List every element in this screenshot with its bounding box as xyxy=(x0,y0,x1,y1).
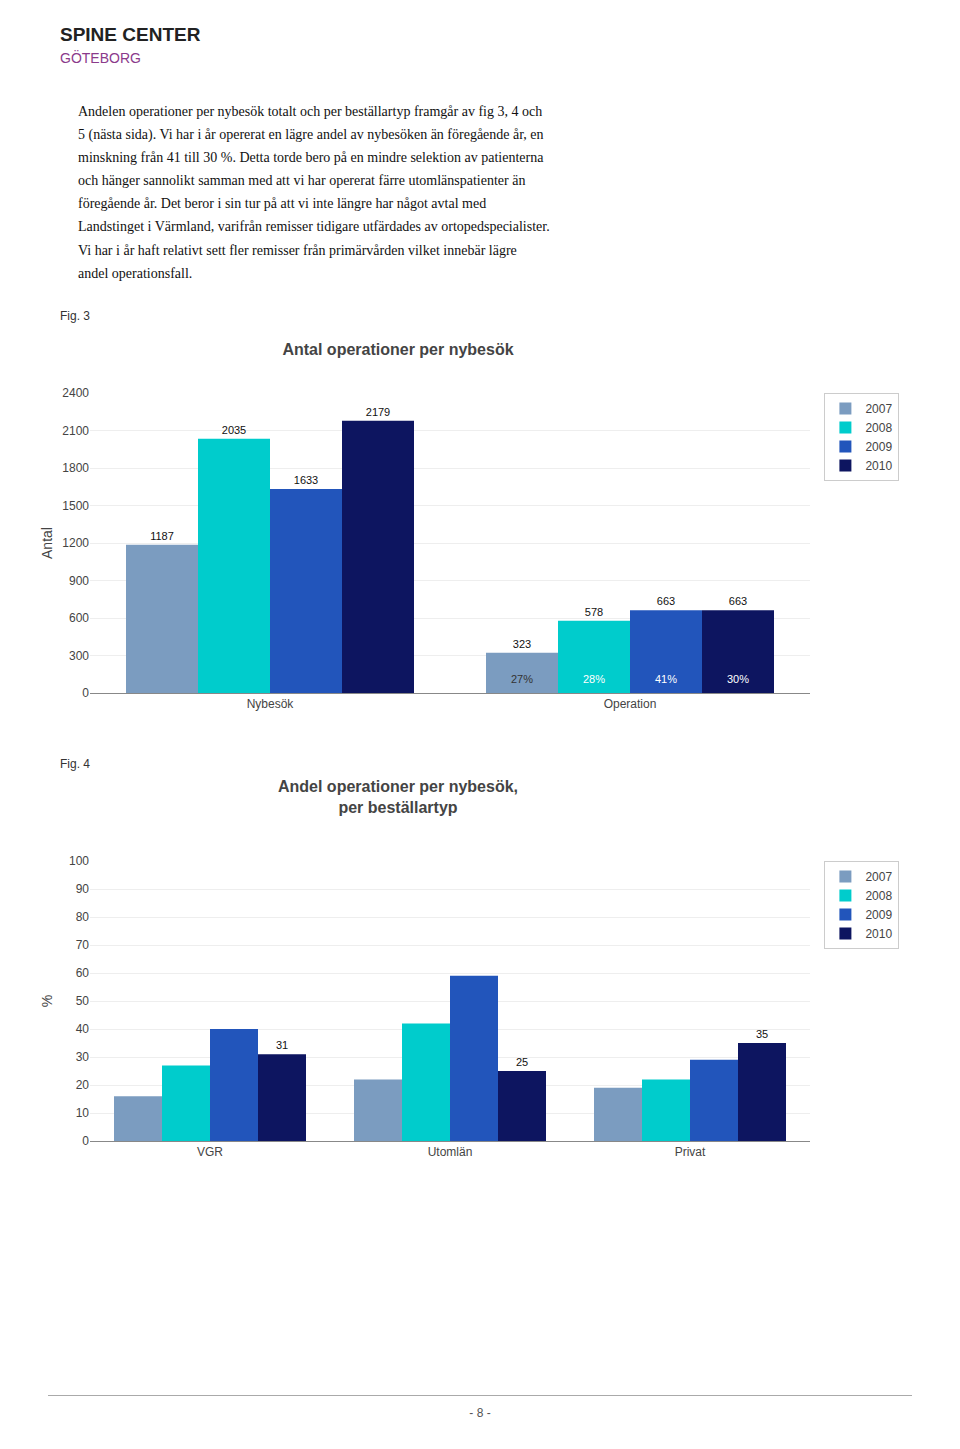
svg-text:2009: 2009 xyxy=(865,440,892,454)
svg-text:20: 20 xyxy=(76,1078,90,1092)
svg-text:2179: 2179 xyxy=(366,405,390,417)
svg-text:1200: 1200 xyxy=(62,536,89,550)
svg-text:1500: 1500 xyxy=(62,498,89,512)
svg-text:600: 600 xyxy=(69,611,89,625)
html-text:- 8 -: - 8 - xyxy=(469,1406,491,1420)
svg-text:0: 0 xyxy=(82,1134,89,1148)
svg-text:80: 80 xyxy=(76,910,90,924)
html-text:5 (nästa sida). Vi har i år op: 5 (nästa sida). Vi har i år opererat en … xyxy=(78,127,544,143)
svg-text:35: 35 xyxy=(756,1028,768,1040)
svg-text:1187: 1187 xyxy=(150,529,174,541)
svg-text:Andel operationer per nybesök,: Andel operationer per nybesök,per bestäl… xyxy=(278,778,518,816)
html-text:SPINE CENTER: SPINE CENTER xyxy=(60,24,201,45)
html-text:Fig. 3: Fig. 3 xyxy=(60,308,90,323)
svg-text:2008: 2008 xyxy=(865,421,892,435)
svg-text:323: 323 xyxy=(513,637,531,649)
svg-text:Operation: Operation xyxy=(604,697,657,711)
svg-text:0: 0 xyxy=(82,686,89,700)
html-text:Fig. 4: Fig. 4 xyxy=(60,756,90,771)
svg-text:50: 50 xyxy=(76,994,90,1008)
svg-text:VGR: VGR xyxy=(197,1145,223,1159)
svg-text:28%: 28% xyxy=(583,673,605,685)
svg-text:31: 31 xyxy=(276,1039,288,1051)
svg-text:Antal operationer per nybesök: Antal operationer per nybesök xyxy=(282,341,513,358)
svg-text:30%: 30% xyxy=(727,673,749,685)
svg-text:100: 100 xyxy=(69,854,89,868)
svg-text:900: 900 xyxy=(69,573,89,587)
svg-text:2007: 2007 xyxy=(865,402,892,416)
svg-text:Utomlän: Utomlän xyxy=(428,1145,473,1159)
svg-text:Privat: Privat xyxy=(675,1145,706,1159)
svg-text:%: % xyxy=(39,995,55,1007)
svg-text:40: 40 xyxy=(76,1022,90,1036)
svg-text:Antal: Antal xyxy=(39,527,55,559)
svg-text:2100: 2100 xyxy=(62,423,89,437)
svg-text:578: 578 xyxy=(585,606,603,618)
svg-text:90: 90 xyxy=(76,882,90,896)
svg-text:2010: 2010 xyxy=(865,927,892,941)
svg-text:60: 60 xyxy=(76,966,90,980)
svg-text:27%: 27% xyxy=(511,673,533,685)
svg-text:663: 663 xyxy=(729,595,747,607)
html-text:Vi har i år haft relativt sett: Vi har i år haft relativt sett fler remi… xyxy=(78,242,517,258)
svg-text:663: 663 xyxy=(657,595,675,607)
html-text:Landstinget i Värmland, varifr: Landstinget i Värmland, varifrån remisse… xyxy=(78,219,550,235)
html-text:GÖTEBORG: GÖTEBORG xyxy=(60,50,141,66)
html-text:minskning från 41 till 30 %. D: minskning från 41 till 30 %. Detta torde… xyxy=(78,150,544,166)
svg-text:300: 300 xyxy=(69,648,89,662)
svg-text:70: 70 xyxy=(76,938,90,952)
html-text:Andelen operationer per nybesö: Andelen operationer per nybesök totalt o… xyxy=(78,104,543,119)
svg-text:1800: 1800 xyxy=(62,461,89,475)
svg-text:2010: 2010 xyxy=(865,459,892,473)
svg-text:2035: 2035 xyxy=(222,423,246,435)
svg-text:41%: 41% xyxy=(655,673,677,685)
svg-text:10: 10 xyxy=(76,1106,90,1120)
svg-text:2009: 2009 xyxy=(865,908,892,922)
svg-text:2007: 2007 xyxy=(865,870,892,884)
html-text:och hänger sannolikt samman me: och hänger sannolikt samman med att vi h… xyxy=(78,173,526,189)
svg-text:1633: 1633 xyxy=(294,474,318,486)
svg-text:Nybesök: Nybesök xyxy=(247,697,295,711)
html-text:andel operationsfall.: andel operationsfall. xyxy=(78,265,193,281)
html-text:föregående år. Det beror i sin: föregående år. Det beror i sin tur på at… xyxy=(78,196,487,212)
svg-text:25: 25 xyxy=(516,1056,528,1068)
svg-text:2008: 2008 xyxy=(865,889,892,903)
svg-text:2400: 2400 xyxy=(62,386,89,400)
svg-text:30: 30 xyxy=(76,1050,90,1064)
